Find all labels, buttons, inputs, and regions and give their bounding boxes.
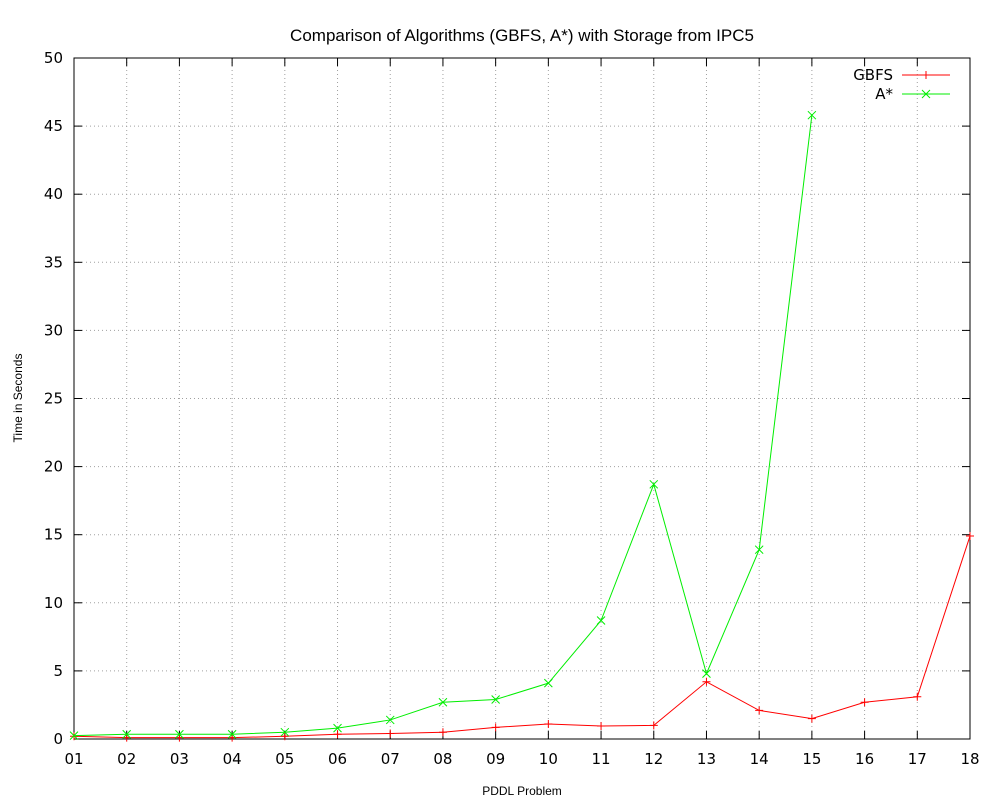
y-tick-label: 50 [44,49,63,67]
x-tick-label: 04 [223,750,242,768]
x-tick-label: 11 [592,750,611,768]
y-tick-label: 30 [44,321,63,339]
x-axis-ticks: 01 02 03 04 05 06 07 08 09 10 11 12 13 14 15 16 17 18 [64,58,980,768]
x-axis-label: PDDL Problem [482,784,562,798]
data-point [597,722,606,731]
legend-marker [922,71,930,79]
data-point [702,669,711,678]
data-point [175,733,184,742]
y-tick-label: 35 [44,253,63,271]
x-tick-label: 10 [539,750,558,768]
data-point [807,110,817,120]
plot-border [73,57,971,740]
x-tick-label: 07 [381,750,400,768]
x-tick-label: 17 [908,750,927,768]
y-tick-label: 25 [44,390,63,408]
data-point [491,695,501,704]
grid [74,58,970,739]
x-tick-label: 08 [433,750,452,768]
legend-label: GBFS [853,66,893,84]
data-point [438,697,448,707]
data-point [69,731,79,740]
series-1 [69,110,817,740]
x-tick-label: 15 [802,750,821,768]
data-point [544,720,553,729]
y-tick-label: 5 [53,662,63,680]
data-point [333,723,342,733]
y-tick-label: 45 [44,117,63,135]
y-axis-label: Time in Seconds [11,354,25,443]
x-tick-label: 18 [960,750,979,768]
x-tick-label: 13 [697,750,716,768]
data-point [702,677,711,686]
legend-marker [921,89,931,99]
chart-title: Comparison of Algorithms (GBFS, A*) with… [290,26,754,45]
data-point [807,714,816,723]
data-point [280,727,290,737]
data-point [649,479,659,489]
data-point [175,729,184,739]
x-tick-label: 06 [328,750,347,768]
x-tick-label: 05 [275,750,294,768]
data-point [966,532,974,541]
x-tick-label: 01 [64,750,83,768]
data-point [122,733,131,742]
data-point [122,729,132,739]
x-tick-label: 14 [750,750,769,768]
data-point [491,723,500,732]
data-point [438,728,447,737]
data-point [386,729,395,738]
y-tick-label: 10 [44,594,63,612]
series-layer [69,110,974,742]
data-point [280,732,289,741]
x-tick-label: 09 [486,750,505,768]
data-point [596,616,606,625]
data-point [755,706,764,715]
x-tick-label: 03 [170,750,189,768]
data-point [860,698,869,707]
data-point [543,678,553,688]
y-tick-label: 40 [44,185,63,203]
data-point [913,692,922,701]
data-point [333,730,342,739]
data-point [227,729,237,739]
data-point [385,715,395,725]
x-tick-label: 02 [117,750,136,768]
data-point [228,733,237,742]
y-tick-label: 0 [53,730,63,748]
series-0 [70,532,974,742]
x-tick-label: 16 [855,750,874,768]
y-tick-label: 15 [44,526,63,544]
legend-label: A* [875,85,893,103]
y-tick-label: 20 [44,458,63,476]
data-point [754,545,764,555]
x-tick-label: 12 [644,750,663,768]
series-line [73,535,971,739]
data-point [649,721,658,730]
y-axis-ticks: 0 5 10 15 20 25 30 35 40 45 50 [44,49,970,748]
